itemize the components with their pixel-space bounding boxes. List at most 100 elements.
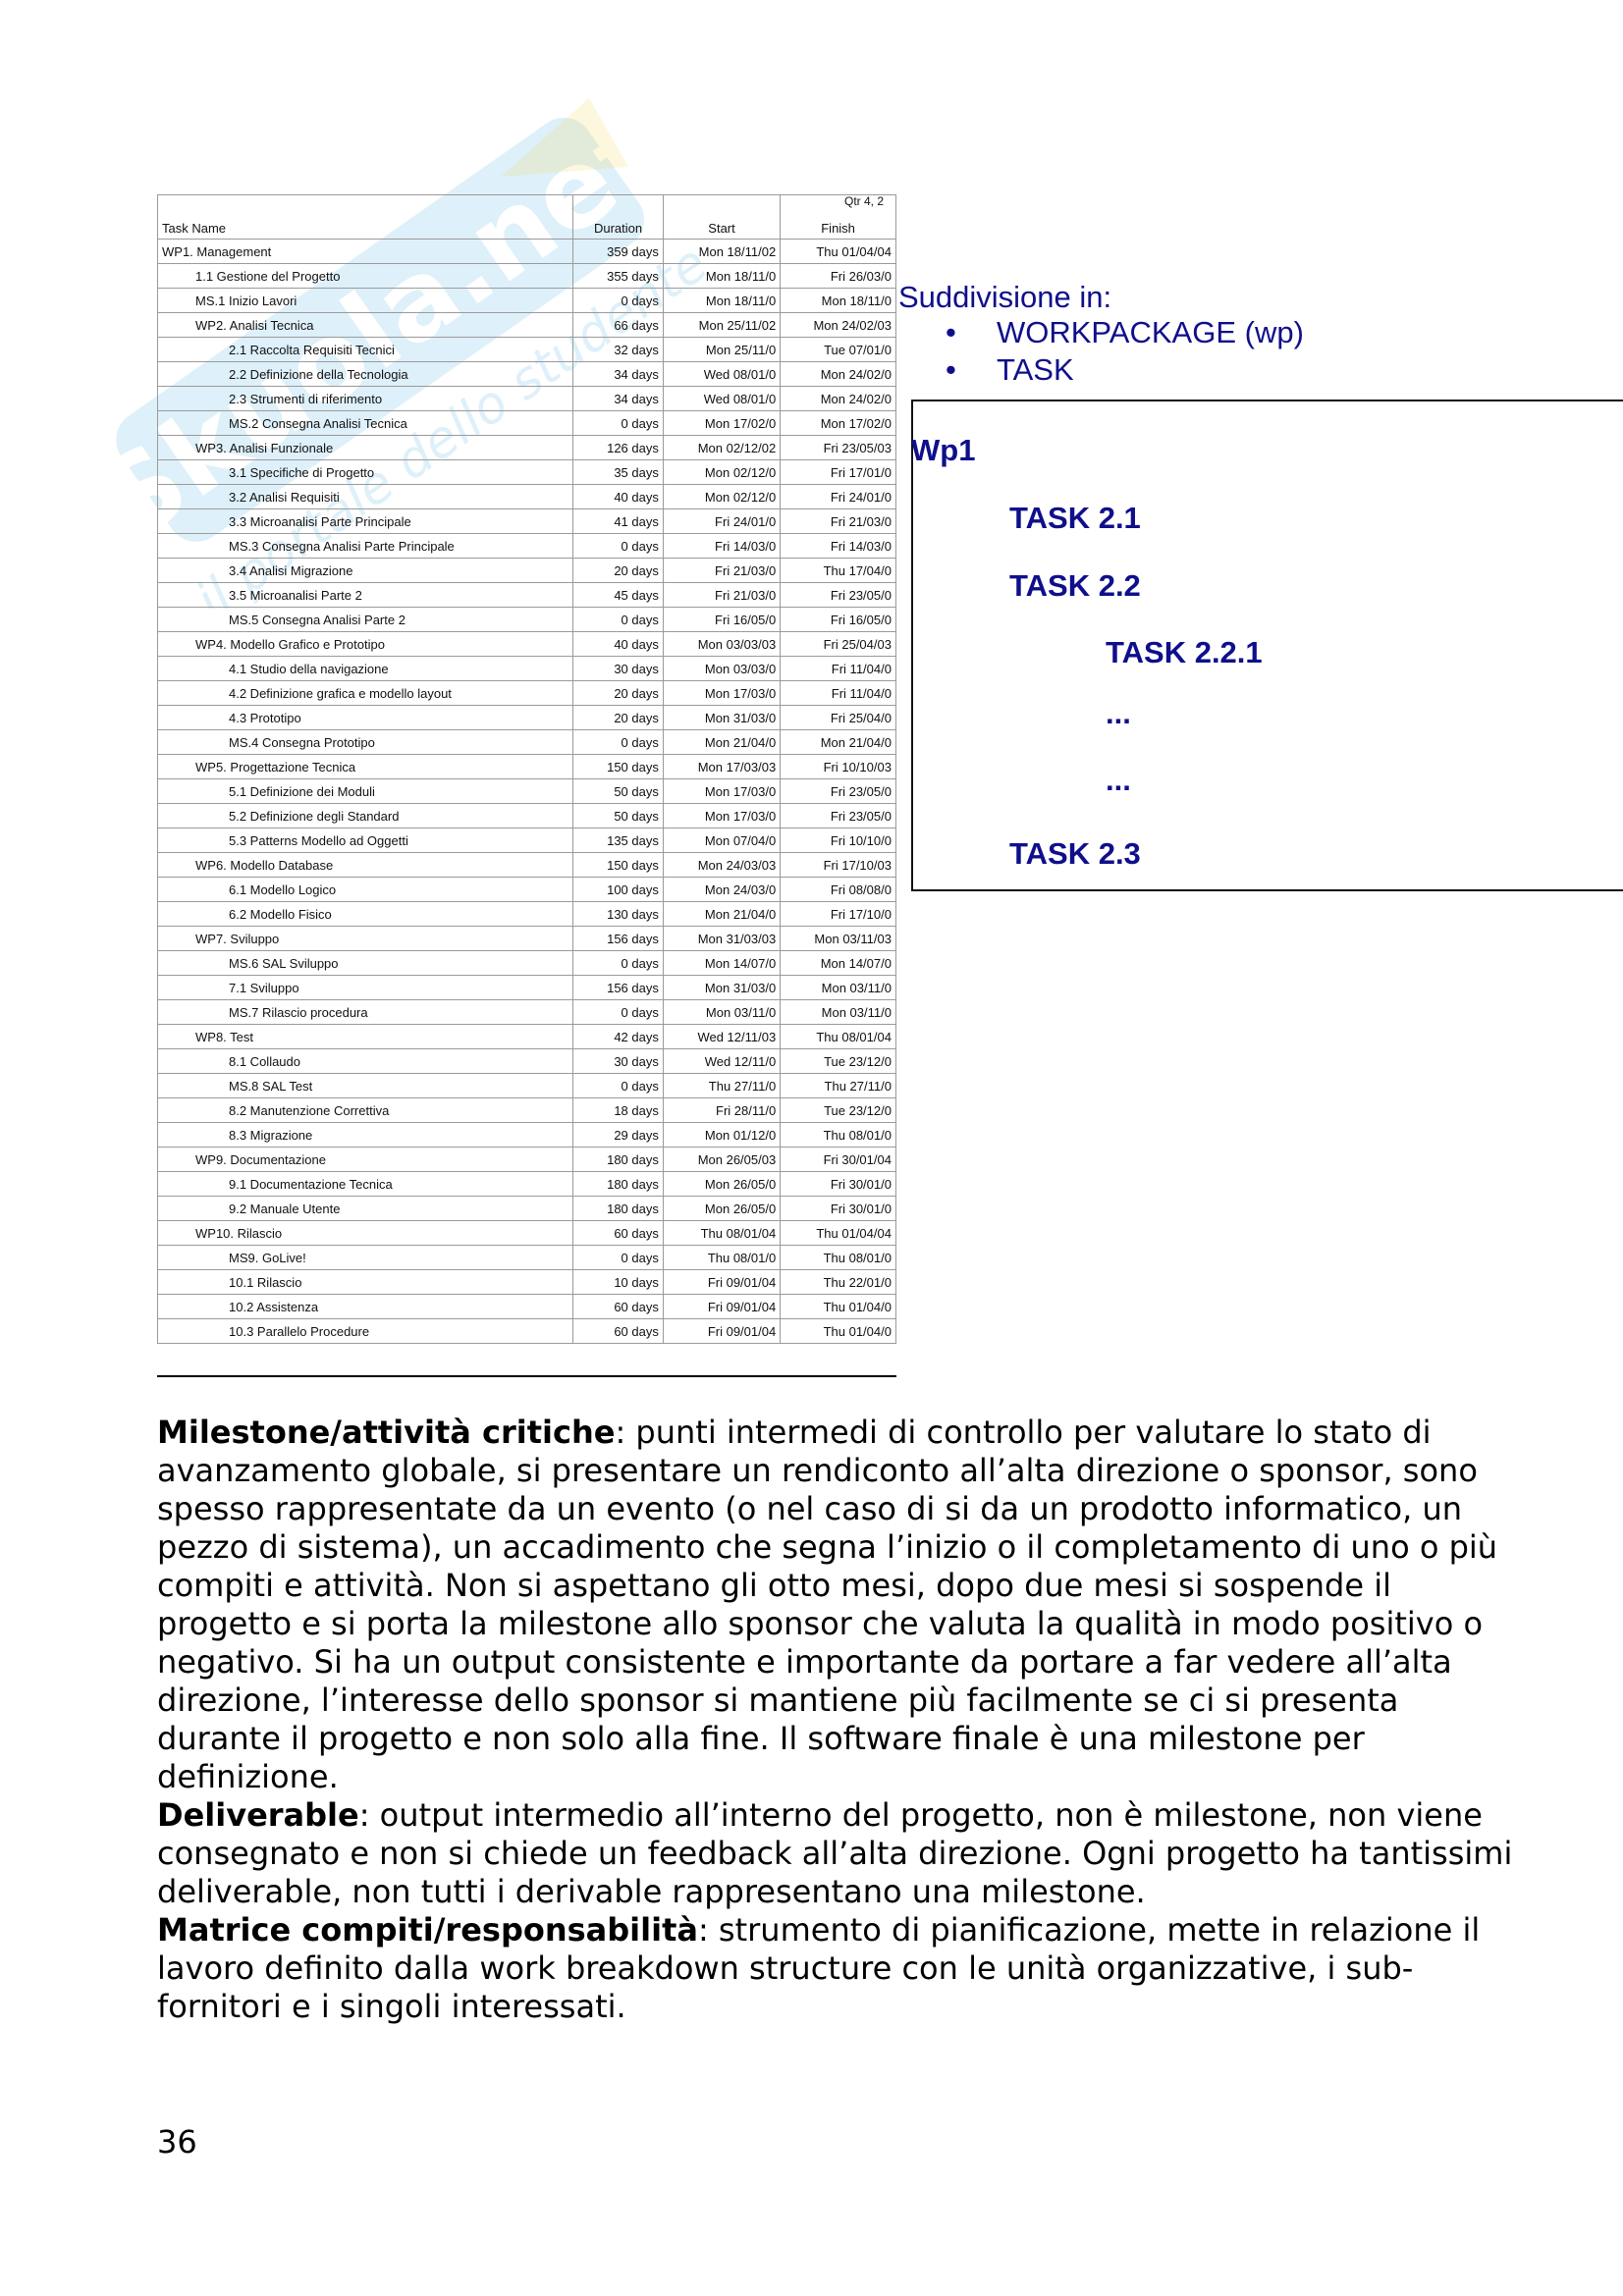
task-start: Mon 03/03/03 <box>662 631 782 657</box>
task-start: Mon 02/12/0 <box>662 459 782 485</box>
task-start: Thu 08/01/0 <box>662 1245 782 1270</box>
task-start: Fri 28/11/0 <box>662 1097 782 1123</box>
table-row: 6.2 Modello Fisico 130 days Mon 21/04/0 Fri… <box>156 901 896 927</box>
task-timeline-cell <box>895 803 896 828</box>
task-timeline-cell <box>895 361 896 387</box>
task-name: 8.3 Migrazione <box>156 1122 574 1148</box>
task-start: Mon 21/04/0 <box>662 901 782 927</box>
task-duration: 150 days <box>572 754 664 779</box>
task-duration: 40 days <box>572 631 664 657</box>
task-start: Fri 21/03/0 <box>662 558 782 583</box>
task-finish: Mon 21/04/0 <box>780 729 896 755</box>
paragraph-milestone: Milestone/attività critiche: punti inter… <box>157 1414 1532 1796</box>
table-row: 8.3 Migrazione 29 days Mon 01/12/0 Thu 08/0… <box>156 1122 896 1148</box>
table-row: WP8. Test 42 days Wed 12/11/03 Thu 08/01/04 <box>156 1024 896 1049</box>
task-name: WP2. Analisi Tecnica <box>156 312 574 338</box>
task-finish: Fri 23/05/0 <box>780 803 896 828</box>
task-timeline-cell <box>895 631 896 657</box>
task-name: 3.5 Microanalisi Parte 2 <box>156 582 574 608</box>
task-timeline-cell <box>895 680 896 706</box>
task-name: MS.6 SAL Sviluppo <box>156 950 574 976</box>
task-start: Fri 09/01/04 <box>662 1318 782 1344</box>
task-finish: Fri 17/10/03 <box>780 852 896 878</box>
task-duration: 10 days <box>572 1269 664 1295</box>
task-timeline-cell <box>895 263 896 289</box>
task-timeline-cell <box>895 778 896 804</box>
table-row: 1.1 Gestione del Progetto 355 days Mon 18/… <box>156 263 896 289</box>
task-finish: Thu 27/11/0 <box>780 1073 896 1098</box>
header-task-name: Task Name <box>156 194 574 240</box>
term-deliverable: Deliverable <box>157 1796 359 1834</box>
task-finish: Fri 21/03/0 <box>780 508 896 534</box>
task-timeline-cell <box>895 1318 896 1344</box>
task-timeline-cell <box>895 558 896 583</box>
table-row: 5.1 Definizione dei Moduli 50 days Mon 17/… <box>156 778 896 804</box>
task-start: Mon 02/12/0 <box>662 484 782 509</box>
task-name: 10.2 Assistenza <box>156 1294 574 1319</box>
task-name: MS.4 Consegna Prototipo <box>156 729 574 755</box>
task-finish: Mon 03/11/0 <box>780 975 896 1000</box>
task-duration: 0 days <box>572 1073 664 1098</box>
term-milestone: Milestone/attività critiche <box>157 1414 616 1451</box>
task-finish: Thu 01/04/04 <box>780 1220 896 1246</box>
wbs-task-2-2-1: TASK 2.2.1 <box>1106 635 1263 669</box>
task-duration: 130 days <box>572 901 664 927</box>
table-row: 10.3 Parallelo Procedure 60 days Fri 09/01… <box>156 1318 896 1344</box>
task-finish: Fri 30/01/04 <box>780 1147 896 1172</box>
task-timeline-cell <box>895 877 896 902</box>
table-row: MS.3 Consegna Analisi Parte Principale 0 … <box>156 533 896 559</box>
task-name: WP9. Documentazione <box>156 1147 574 1172</box>
task-name: 8.2 Manutenzione Correttiva <box>156 1097 574 1123</box>
task-finish: Thu 01/04/0 <box>780 1294 896 1319</box>
task-timeline-cell <box>895 582 896 608</box>
task-duration: 40 days <box>572 484 664 509</box>
table-row: 3.1 Specifiche di Progetto 35 days Mon 02/… <box>156 459 896 485</box>
task-duration: 156 days <box>572 926 664 951</box>
task-start: Mon 02/12/02 <box>662 435 782 460</box>
task-duration: 60 days <box>572 1294 664 1319</box>
task-timeline-cell <box>895 828 896 853</box>
task-start: Mon 26/05/0 <box>662 1196 782 1221</box>
table-row: 6.1 Modello Logico 100 days Mon 24/03/0 Fri… <box>156 877 896 902</box>
table-row: WP3. Analisi Funzionale 126 days Mon 02/12… <box>156 435 896 460</box>
task-start: Mon 31/03/0 <box>662 705 782 730</box>
task-timeline-cell <box>895 508 896 534</box>
definition-deliverable: : output intermedio all’interno del prog… <box>157 1796 1513 1910</box>
task-duration: 156 days <box>572 975 664 1000</box>
task-timeline-cell <box>895 459 896 485</box>
task-name: MS.7 Rilascio procedura <box>156 999 574 1025</box>
wbs-example-box: Wp1 TASK 2.1 TASK 2.2 TASK 2.2.1 ... ...… <box>911 400 1623 891</box>
table-row: 2.3 Strumenti di riferimento 34 days Wed 0… <box>156 386 896 411</box>
wbs-wp1: Wp1 <box>911 433 976 467</box>
table-row: MS.4 Consegna Prototipo 0 days Mon 21/04/0… <box>156 729 896 755</box>
task-finish: Fri 08/08/0 <box>780 877 896 902</box>
task-name: MS.2 Consegna Analisi Tecnica <box>156 410 574 436</box>
task-name: 9.2 Manuale Utente <box>156 1196 574 1221</box>
task-timeline-cell <box>895 999 896 1025</box>
task-name: WP8. Test <box>156 1024 574 1049</box>
task-finish: Thu 01/04/0 <box>780 1318 896 1344</box>
task-start: Mon 31/03/0 <box>662 975 782 1000</box>
table-row: 7.1 Sviluppo 156 days Mon 31/03/0 Mon 03/11… <box>156 975 896 1000</box>
task-timeline-cell <box>895 926 896 951</box>
task-duration: 0 days <box>572 729 664 755</box>
task-name: WP5. Progettazione Tecnica <box>156 754 574 779</box>
task-timeline-cell <box>895 1048 896 1074</box>
table-row: WP2. Analisi Tecnica 66 days Mon 25/11/02 M… <box>156 312 896 338</box>
task-duration: 50 days <box>572 778 664 804</box>
table-row: 4.3 Prototipo 20 days Mon 31/03/0 Fri 25/04… <box>156 705 896 730</box>
table-row: WP5. Progettazione Tecnica 150 days Mon 17… <box>156 754 896 779</box>
wbs-ellipsis: ... <box>1106 763 1131 797</box>
task-finish: Thu 08/01/04 <box>780 1024 896 1049</box>
table-row: WP1. Management 359 days Mon 18/11/02 Thu 0… <box>156 239 896 264</box>
header-start: Start <box>662 194 782 240</box>
definition-milestone: : punti intermedi di controllo per valut… <box>157 1414 1498 1795</box>
task-finish: Fri 14/03/0 <box>780 533 896 559</box>
task-start: Mon 03/11/0 <box>662 999 782 1025</box>
task-duration: 0 days <box>572 288 664 313</box>
task-start: Wed 12/11/03 <box>662 1024 782 1049</box>
task-start: Thu 08/01/04 <box>662 1220 782 1246</box>
task-start: Mon 03/03/0 <box>662 656 782 681</box>
task-timeline-cell <box>895 1097 896 1123</box>
